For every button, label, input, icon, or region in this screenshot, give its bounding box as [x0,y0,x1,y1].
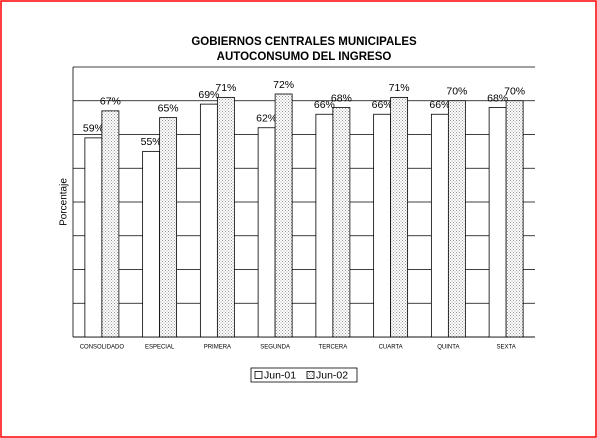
bar [373,113,392,338]
bar [332,107,351,338]
y-axis-label: Porcentaje [59,178,70,226]
chart-title: GOBIERNOS CENTRALES MUNICIPALES [191,36,417,48]
data-label: 62% [256,113,277,125]
x-tick-label: PRIMERA [204,345,231,351]
data-label: 68% [487,92,508,104]
data-label: 70% [504,86,525,98]
x-tick-label: SEGUNDA [260,345,290,351]
legend-label: Jun-01 [264,369,296,381]
data-label: 70% [446,86,467,98]
bar [257,127,276,338]
x-tick-label: ESPECIAL [145,345,175,351]
data-label: 65% [158,102,179,114]
bar [430,113,449,338]
legend-box [250,367,358,383]
bar [315,113,334,338]
data-label: 59% [83,123,104,135]
legend-swatch [306,371,315,379]
data-label: 71% [389,82,410,94]
x-tick-label: CUARTA [379,345,403,351]
data-label: 67% [100,96,121,108]
bar [84,137,103,338]
bar [142,150,161,338]
x-tick-label: SEXTA [497,345,516,351]
data-label: 66% [314,99,335,111]
legend-label: Jun-02 [316,369,348,381]
bar [199,103,218,338]
data-label: 69% [198,89,219,101]
data-label: 66% [429,99,450,111]
bar [447,100,466,338]
legend-swatch [254,371,263,379]
bar [274,93,293,338]
data-label: 68% [331,92,352,104]
bar [390,96,409,338]
bar [488,107,507,338]
x-tick-label: CONSOLIDADO [80,345,125,351]
data-label: 71% [215,82,236,94]
x-tick-label: TERCERA [319,345,348,351]
x-tick-label: QUINTA [437,345,459,351]
data-label: 72% [273,79,294,91]
bar [505,100,524,338]
data-label: 66% [372,99,393,111]
chart-title: AUTOCONSUMO DEL INGRESO [217,51,392,63]
bar [216,96,235,338]
bar [159,117,178,338]
data-label: 55% [141,136,162,148]
bar [101,110,120,338]
